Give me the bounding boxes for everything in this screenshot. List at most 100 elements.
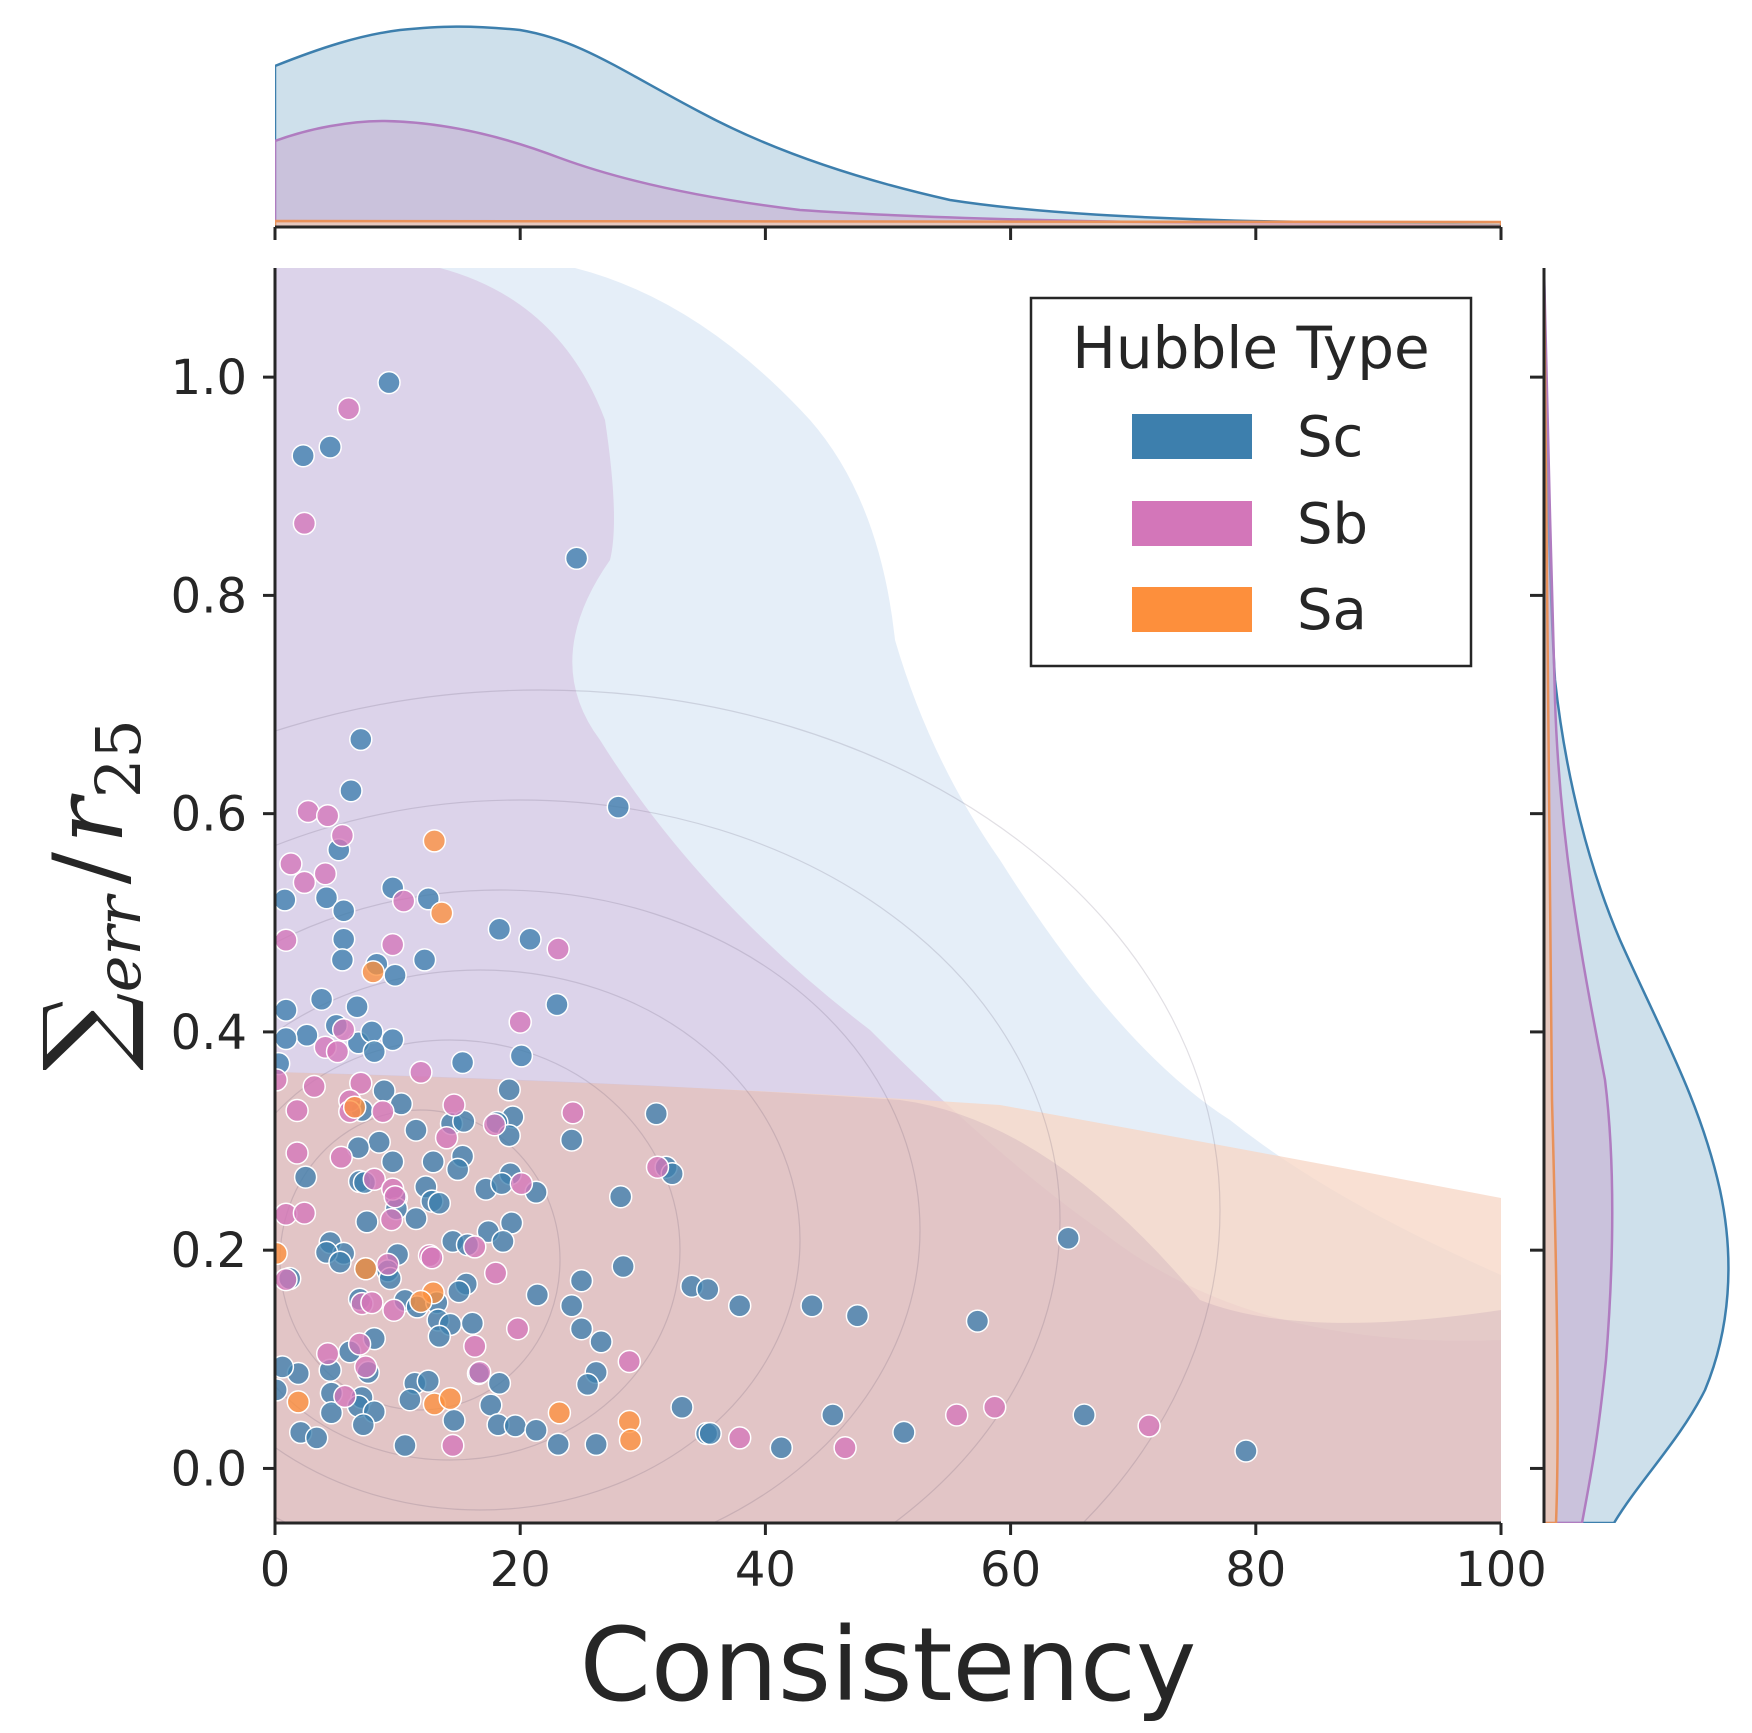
point-sc [319, 1401, 344, 1425]
point-sc [479, 1393, 503, 1417]
y-axis-title-sub: err [82, 893, 155, 992]
point-sc [698, 1421, 722, 1446]
point-sb [362, 1167, 387, 1191]
y-axis-title-slash: / [33, 851, 145, 884]
point-sb [315, 804, 340, 828]
point-sc [404, 1118, 428, 1142]
point-sb [944, 1403, 969, 1427]
y-axis-title-r-sub: 25 [82, 719, 155, 798]
point-sc [1056, 1226, 1080, 1250]
point-sa [618, 1428, 643, 1452]
y-tick-label: 0.6 [171, 787, 247, 843]
point-sb [371, 1099, 395, 1124]
point-sb [463, 1334, 487, 1358]
point-sa [422, 829, 447, 853]
point-sb [561, 1100, 585, 1125]
point-sb [420, 1246, 444, 1270]
point-sc [398, 1387, 422, 1412]
point-sc [564, 546, 589, 571]
point-sb [380, 932, 405, 957]
point-sb [360, 1290, 384, 1315]
point-sc [845, 1303, 870, 1328]
series-sb [275, 397, 1161, 1460]
point-sc [1234, 1439, 1258, 1463]
point-sa [547, 1401, 572, 1425]
y-axis-title-r: r [33, 793, 145, 844]
x-axis-ticks: 0 20 40 60 80 100 [260, 1523, 1547, 1598]
point-sc [377, 370, 401, 395]
point-sb [617, 1349, 642, 1374]
x-tick-label: 0 [260, 1542, 291, 1598]
point-sb [505, 1316, 530, 1341]
point-sb [329, 1145, 353, 1170]
point-sc [328, 1250, 352, 1274]
point-sc [559, 1294, 584, 1318]
kde-overlap-region [275, 1072, 1501, 1523]
point-sc [416, 1369, 441, 1393]
point-sc [569, 1268, 594, 1293]
point-sc [644, 1102, 669, 1126]
x-tick-label: 100 [1455, 1542, 1547, 1598]
point-sb [285, 1141, 309, 1165]
point-sb [482, 1112, 507, 1137]
point-sb [434, 1126, 459, 1150]
point-sb [467, 1360, 492, 1385]
point-sc [546, 1432, 570, 1457]
main-axes-spines [273, 268, 1501, 1525]
point-sb [382, 1298, 406, 1322]
point-sc [606, 795, 631, 819]
point-sc [421, 1150, 445, 1174]
point-sc [331, 899, 356, 923]
y-axis-title: ∑err / r25 [20, 719, 155, 1071]
point-sc [1072, 1403, 1096, 1427]
x-tick-label: 80 [1225, 1542, 1286, 1598]
point-sc [569, 1316, 594, 1341]
point-sc [800, 1294, 824, 1318]
point-sc [575, 1372, 600, 1397]
y-tick-label: 0.8 [171, 568, 247, 624]
point-sc [275, 1026, 298, 1051]
legend-label-sc: Sc [1297, 405, 1363, 470]
point-sc [442, 1408, 466, 1433]
legend-swatch-sc [1132, 414, 1252, 459]
point-sc [821, 1403, 845, 1427]
y-axis-ticks: 0.0 0.2 0.4 0.6 0.8 1.0 [171, 350, 275, 1497]
point-sb [645, 1155, 670, 1179]
point-sb [546, 937, 570, 961]
point-sb [296, 799, 320, 824]
kde-density-layer [275, 268, 1501, 1523]
legend-swatch-sa [1132, 587, 1252, 632]
point-sc [314, 885, 339, 910]
point-sc [524, 1418, 548, 1442]
point-sb [315, 1342, 340, 1366]
point-sb [409, 1060, 433, 1085]
point-sb [302, 1074, 326, 1099]
point-sc [393, 1433, 417, 1458]
point-sc [518, 927, 542, 951]
point-sb [1137, 1414, 1161, 1438]
point-sb [292, 870, 317, 895]
right-marginal-ticks [1530, 375, 1544, 1470]
y-tick-label: 0.4 [171, 1005, 247, 1061]
point-sc [460, 1311, 485, 1336]
right-marginal-kde [1544, 268, 1730, 1523]
point-sb [325, 1039, 350, 1064]
point-sc [487, 1371, 512, 1396]
point-sb [379, 1207, 404, 1232]
point-sa [409, 1289, 433, 1314]
point-sb [275, 928, 298, 952]
point-sb [349, 1071, 373, 1095]
point-sb [292, 511, 317, 536]
point-sc [670, 1395, 694, 1420]
point-sc [362, 1039, 387, 1064]
point-sc [589, 1330, 613, 1354]
top-marginal-ticks [273, 227, 1503, 240]
point-sc [360, 1020, 384, 1044]
point-sb [508, 1010, 532, 1034]
point-sb [353, 1355, 378, 1379]
point-sb [313, 861, 338, 886]
point-sc [727, 1294, 752, 1318]
point-sc [275, 888, 297, 912]
